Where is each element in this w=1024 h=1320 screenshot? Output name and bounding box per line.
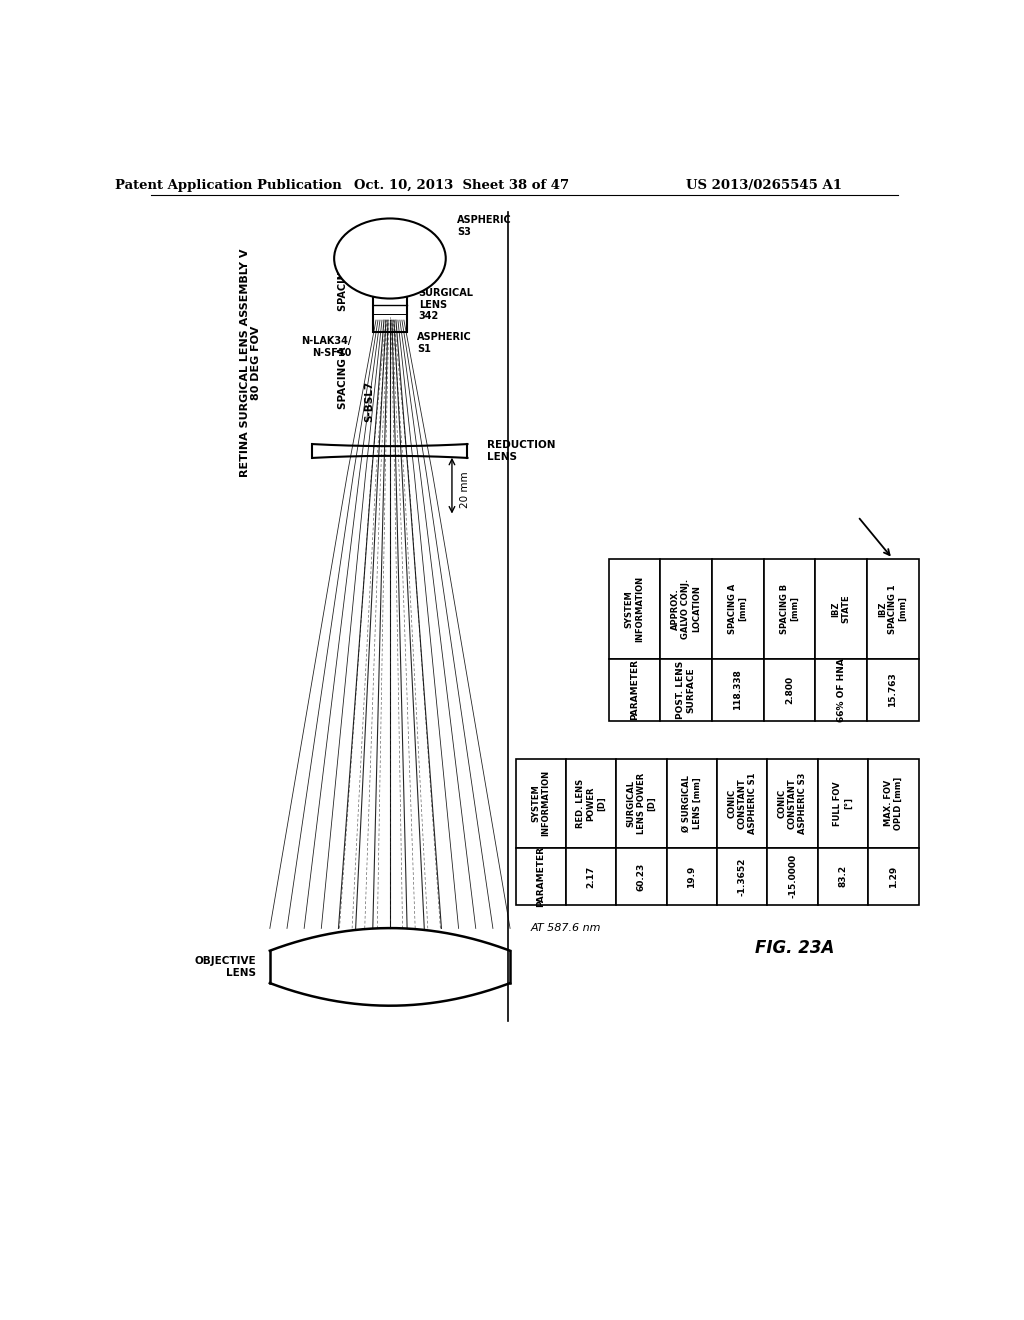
Bar bbox=[566, 759, 616, 847]
Bar bbox=[867, 659, 919, 721]
Bar bbox=[717, 759, 767, 847]
Bar bbox=[868, 847, 919, 906]
Text: APPROX.
GALVO CONJ.
LOCATION: APPROX. GALVO CONJ. LOCATION bbox=[671, 578, 700, 639]
Text: ASPHERIC
S1: ASPHERIC S1 bbox=[417, 333, 472, 354]
Bar bbox=[373, 277, 407, 331]
Text: CONIC
CONSTANT
ASPHERIC S1: CONIC CONSTANT ASPHERIC S1 bbox=[727, 772, 757, 834]
Text: -1.3652: -1.3652 bbox=[737, 857, 746, 895]
Text: IBZ
STATE: IBZ STATE bbox=[831, 594, 851, 623]
Text: Ø SURGICAL
LENS [mm]: Ø SURGICAL LENS [mm] bbox=[682, 775, 701, 832]
Text: 2.17: 2.17 bbox=[587, 866, 596, 887]
Bar bbox=[566, 847, 616, 906]
Text: REDUCTION
LENS: REDUCTION LENS bbox=[486, 440, 555, 462]
Bar bbox=[515, 847, 566, 906]
Text: FIG. 23A: FIG. 23A bbox=[755, 939, 835, 957]
Bar bbox=[712, 558, 764, 659]
Text: PARAMETER: PARAMETER bbox=[630, 659, 639, 721]
Text: SYSTEM
INFORMATION: SYSTEM INFORMATION bbox=[531, 770, 550, 837]
Text: RED. LENS
POWER
[D]: RED. LENS POWER [D] bbox=[577, 779, 606, 828]
Text: POST. LENS
SURFACE: POST. LENS SURFACE bbox=[676, 660, 695, 719]
Bar bbox=[764, 558, 815, 659]
Text: 20 mm: 20 mm bbox=[460, 471, 470, 508]
Text: N-LAK34/
N-SF10: N-LAK34/ N-SF10 bbox=[301, 337, 351, 358]
Text: 2.800: 2.800 bbox=[784, 676, 794, 704]
Text: SPACING A
[mm]: SPACING A [mm] bbox=[728, 583, 748, 634]
Bar bbox=[660, 659, 712, 721]
Text: ASPHERIC
S3: ASPHERIC S3 bbox=[458, 215, 512, 238]
Text: -15.0000: -15.0000 bbox=[788, 854, 797, 899]
Bar bbox=[608, 659, 660, 721]
Text: OBJECTIVE
LENS: OBJECTIVE LENS bbox=[195, 956, 256, 978]
Bar bbox=[660, 558, 712, 659]
Text: CONIC
CONSTANT
ASPHERIC S3: CONIC CONSTANT ASPHERIC S3 bbox=[777, 772, 808, 834]
Text: SYSTEM
INFORMATION: SYSTEM INFORMATION bbox=[625, 576, 644, 642]
Bar bbox=[667, 759, 717, 847]
Text: SURGICAL
LENS POWER
[D]: SURGICAL LENS POWER [D] bbox=[627, 772, 656, 834]
Bar bbox=[815, 558, 867, 659]
Text: Oct. 10, 2013  Sheet 38 of 47: Oct. 10, 2013 Sheet 38 of 47 bbox=[353, 178, 568, 191]
Bar bbox=[767, 847, 818, 906]
Text: IBZ
SPACING 1
[mm]: IBZ SPACING 1 [mm] bbox=[878, 583, 907, 634]
Bar bbox=[608, 558, 660, 659]
Text: 60.23: 60.23 bbox=[637, 862, 646, 891]
Bar bbox=[767, 759, 818, 847]
Text: FULL FOV
[°]: FULL FOV [°] bbox=[834, 781, 853, 825]
Bar bbox=[868, 759, 919, 847]
Text: SURGICAL
LENS
342: SURGICAL LENS 342 bbox=[419, 288, 474, 321]
Text: US 2013/0265545 A1: US 2013/0265545 A1 bbox=[685, 178, 842, 191]
Bar bbox=[867, 558, 919, 659]
Bar bbox=[616, 759, 667, 847]
Text: MAX. FOV
OPLD [mm]: MAX. FOV OPLD [mm] bbox=[884, 776, 903, 830]
Text: SPACING B
[mm]: SPACING B [mm] bbox=[779, 583, 799, 634]
Text: S-BSL7: S-BSL7 bbox=[365, 380, 375, 421]
Bar bbox=[815, 659, 867, 721]
Text: 15.763: 15.763 bbox=[888, 672, 897, 708]
Text: SPACING A: SPACING A bbox=[339, 347, 348, 409]
Text: 1.29: 1.29 bbox=[889, 866, 898, 887]
Text: 66% OF HNA: 66% OF HNA bbox=[837, 657, 846, 722]
Bar bbox=[515, 759, 566, 847]
Bar bbox=[667, 847, 717, 906]
Text: 118.338: 118.338 bbox=[733, 669, 742, 710]
Bar bbox=[818, 759, 868, 847]
Text: 83.2: 83.2 bbox=[839, 866, 848, 887]
Text: AT 587.6 nm: AT 587.6 nm bbox=[530, 924, 601, 933]
Bar bbox=[616, 847, 667, 906]
Text: SPACING B: SPACING B bbox=[339, 252, 348, 310]
Text: RETINA SURGICAL LENS ASSEMBLY V
80 DEG FOV: RETINA SURGICAL LENS ASSEMBLY V 80 DEG F… bbox=[240, 248, 261, 477]
Text: PARAMETER: PARAMETER bbox=[537, 846, 545, 907]
Text: 19.9: 19.9 bbox=[687, 865, 696, 887]
Ellipse shape bbox=[334, 219, 445, 298]
Bar bbox=[717, 847, 767, 906]
Bar bbox=[764, 659, 815, 721]
Bar bbox=[818, 847, 868, 906]
Bar bbox=[712, 659, 764, 721]
Text: Patent Application Publication: Patent Application Publication bbox=[116, 178, 342, 191]
